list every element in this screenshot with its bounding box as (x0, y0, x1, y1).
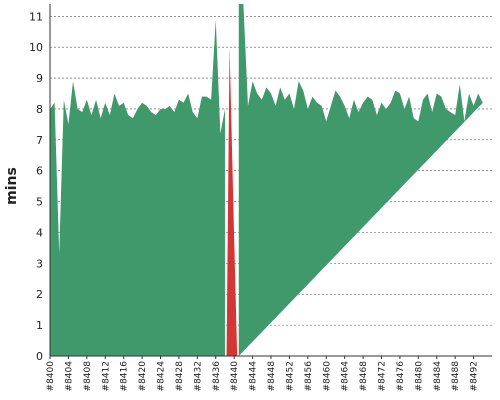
x-tick-label: #8476 (396, 361, 406, 392)
x-tick-label: #8492 (470, 361, 480, 391)
x-tick-label: #8456 (304, 361, 314, 392)
y-tick-label: 6 (36, 165, 43, 178)
x-tick-label: #8408 (83, 361, 93, 392)
y-tick-label: 4 (36, 226, 43, 239)
x-tick-label: #8460 (322, 361, 332, 392)
y-tick-label: 11 (29, 10, 43, 23)
x-tick-label: #8400 (46, 361, 56, 392)
plot-area (50, 4, 483, 357)
success-duration-area (238, 4, 483, 356)
y-tick-label: 5 (36, 196, 43, 209)
x-tick-label: #8440 (230, 361, 240, 392)
y-tick-label: 8 (36, 103, 43, 116)
y-tick-label: 0 (36, 350, 43, 363)
x-tick-label: #8452 (285, 361, 295, 391)
y-tick-labels: 0 1 2 3 4 5 6 7 8 9 10 11 (29, 10, 43, 363)
x-tick-label: #8472 (378, 361, 388, 391)
x-tick-label: #8416 (120, 361, 130, 392)
y-axis-title: mins (4, 167, 20, 205)
x-tick-label: #8448 (267, 361, 277, 392)
x-tick-label: #8420 (138, 361, 148, 392)
y-tick-label: 1 (36, 319, 43, 332)
failure-duration-area (226, 47, 238, 357)
y-tick-label: 2 (36, 288, 43, 301)
x-tick-label: #8424 (157, 361, 167, 392)
x-tick-label: #8484 (433, 361, 443, 392)
x-tick-label: #8432 (193, 361, 203, 391)
x-tick-labels: #8400 #8404 #8408 #8412 #8416 #8420 #8424 #8428… (46, 356, 480, 391)
x-tick-label: #8412 (101, 361, 111, 391)
x-tick-label: #8488 (451, 361, 461, 392)
x-tick-label: #8480 (414, 361, 424, 392)
x-tick-label: #8404 (64, 361, 74, 392)
x-tick-label: #8444 (249, 361, 259, 392)
x-tick-label: #8464 (341, 361, 351, 392)
y-tick-label: 9 (36, 72, 43, 85)
y-tick-label: 10 (29, 41, 43, 54)
x-tick-label: #8436 (212, 361, 222, 392)
x-tick-label: #8468 (359, 361, 369, 392)
y-tick-label: 3 (36, 257, 43, 270)
success-duration-area (50, 19, 225, 356)
x-tick-label: #8428 (175, 361, 185, 392)
y-tick-label: 7 (36, 134, 43, 147)
